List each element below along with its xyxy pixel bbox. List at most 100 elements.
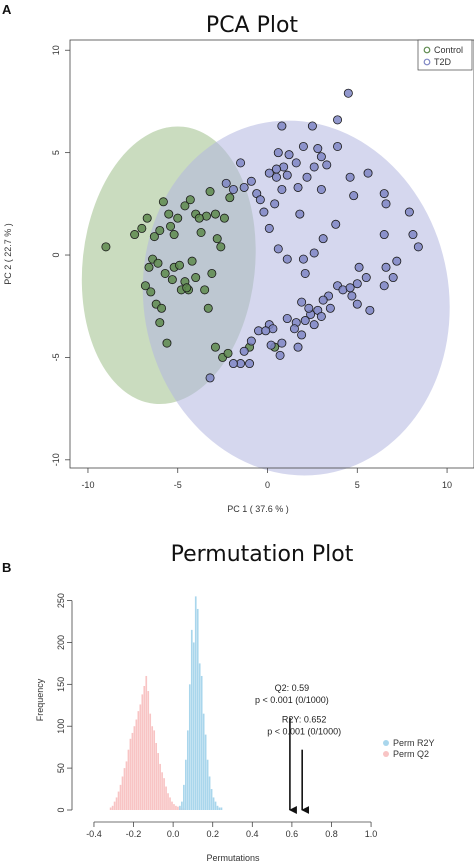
point-t2d (273, 244, 283, 254)
point-control (200, 285, 210, 295)
pca-y-axis: -10 -5 0 5 10 (51, 45, 70, 466)
histogram-bar-perm-q2 (135, 719, 138, 810)
histogram-bar-perm-r2y (212, 797, 215, 810)
point-t2d (297, 297, 307, 307)
point-t2d (313, 144, 323, 154)
point-t2d (261, 326, 271, 336)
histogram-bar-perm-q2 (123, 768, 126, 810)
legend-t2d-marker (423, 58, 431, 66)
pca-x-tick-label: -10 (81, 480, 94, 490)
point-t2d (228, 184, 238, 194)
permutation-y-axis-label: Frequency (35, 678, 45, 721)
point-t2d (343, 88, 353, 98)
point-control (162, 338, 172, 348)
point-t2d (277, 184, 287, 194)
point-t2d (282, 314, 292, 324)
point-t2d (316, 152, 326, 162)
histogram-bar-perm-q2 (131, 732, 134, 810)
histogram-bar-perm-q2 (137, 711, 140, 810)
point-t2d (300, 316, 310, 326)
histogram-bar-perm-r2y (192, 642, 195, 810)
point-control (210, 342, 220, 352)
pca-x-axis-label: PC 1 ( 37.6 % ) (227, 504, 289, 514)
point-control (180, 201, 190, 211)
legend-perm-r2y-label: Perm R2Y (393, 738, 435, 748)
point-t2d (333, 115, 343, 125)
pca-y-tick-label: 5 (51, 150, 61, 155)
point-control (153, 258, 163, 268)
histogram-bar-perm-q2 (173, 804, 175, 810)
histogram-bar-perm-r2y (183, 784, 185, 810)
point-t2d (379, 189, 389, 199)
pca-points (101, 88, 423, 383)
point-t2d (271, 172, 281, 182)
point-t2d (309, 248, 319, 258)
point-t2d (239, 346, 249, 356)
point-t2d (284, 150, 294, 160)
point-t2d (307, 121, 317, 131)
point-t2d (365, 305, 375, 315)
point-control (101, 242, 111, 252)
point-control (173, 213, 183, 223)
histogram-bar-perm-r2y (185, 759, 187, 810)
point-t2d (349, 191, 359, 201)
histogram-bar-perm-q2 (177, 806, 179, 810)
permutation-y-tick-label: 100 (56, 719, 66, 734)
histogram-bar-perm-q2 (167, 793, 169, 810)
permutation-x-axis: -0.4 -0.2 0.0 0.2 0.4 0.6 0.8 1.0 (86, 821, 377, 839)
point-t2d (205, 373, 215, 383)
permutation-title: Permutation Plot (171, 542, 354, 567)
annotation-pvalue-r2y: p < 0.001 (0/1000) (267, 727, 341, 737)
permutation-x-tick-label: 0.6 (286, 829, 299, 839)
permutation-y-tick-label: 0 (56, 807, 66, 812)
permutation-y-tick-label: 200 (56, 635, 66, 650)
point-t2d (352, 299, 362, 309)
point-t2d (259, 207, 269, 217)
histogram-bar-perm-q2 (121, 776, 124, 810)
pca-x-tick-label: -5 (174, 480, 182, 490)
pca-x-tick-label: 10 (442, 480, 452, 490)
point-control (167, 275, 177, 285)
point-control (216, 242, 226, 252)
point-t2d (309, 162, 319, 172)
point-t2d (379, 230, 389, 240)
histogram-bar-perm-q2 (153, 730, 156, 810)
point-t2d (333, 141, 343, 151)
point-t2d (273, 148, 283, 158)
point-control (196, 227, 206, 237)
point-t2d (277, 338, 287, 348)
permutation-y-tick-label: 150 (56, 677, 66, 692)
permutation-x-tick-label: -0.4 (86, 829, 102, 839)
histogram-bar-perm-q2 (157, 753, 159, 810)
point-t2d (255, 195, 265, 205)
point-t2d (347, 291, 357, 301)
point-t2d (413, 242, 423, 252)
point-control (219, 213, 229, 223)
histogram-bar-perm-r2y (206, 759, 209, 810)
histogram-bar-perm-r2y (218, 807, 221, 810)
point-t2d (295, 209, 305, 219)
pca-y-tick-label: 0 (51, 253, 61, 258)
point-t2d (298, 254, 308, 264)
point-control (191, 273, 201, 283)
point-t2d (345, 172, 355, 182)
point-t2d (388, 273, 398, 283)
pca-y-tick-label: 10 (51, 45, 61, 55)
histogram-bar-perm-q2 (141, 694, 144, 810)
point-control (212, 234, 222, 244)
point-t2d (325, 303, 335, 313)
point-t2d (304, 303, 314, 313)
histogram-bar-perm-q2 (169, 797, 171, 810)
point-control (210, 209, 220, 219)
point-t2d (302, 172, 312, 182)
legend-perm-q2-label: Perm Q2 (393, 749, 429, 759)
histogram-bar-perm-q2 (171, 801, 173, 810)
point-t2d (381, 262, 391, 272)
histogram-bar-perm-q2 (113, 801, 116, 810)
histogram-bar-perm-r2y (204, 734, 207, 810)
histogram-bar-perm-r2y (181, 801, 183, 810)
legend-control-marker (423, 46, 431, 54)
point-t2d (352, 279, 362, 289)
histogram-bar-perm-r2y (202, 713, 205, 810)
